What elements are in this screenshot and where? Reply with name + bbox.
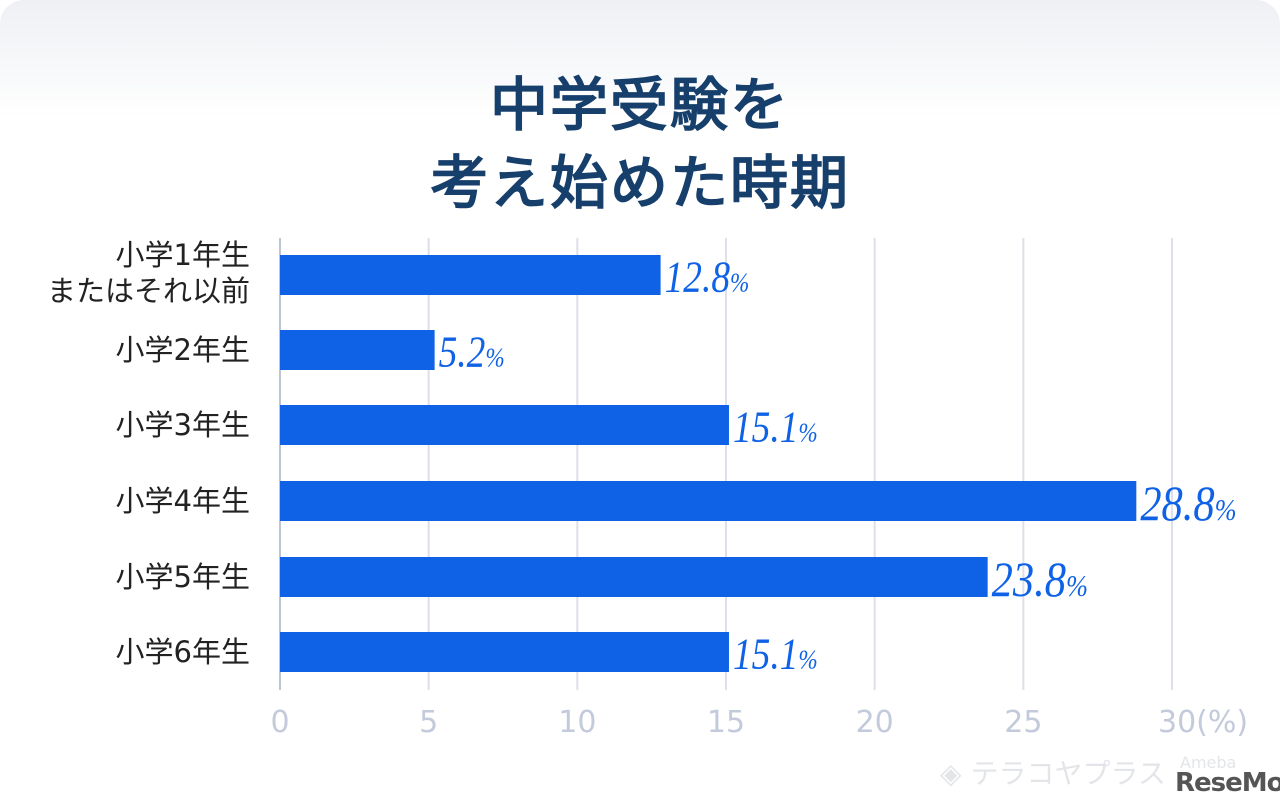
ameba-logo: Ameba bbox=[1180, 753, 1237, 772]
percent-unit: % bbox=[798, 645, 817, 675]
category-label: 小学5年生 bbox=[116, 559, 250, 595]
percent-unit: % bbox=[798, 418, 817, 448]
resemom-logo: ReseMom bbox=[1175, 768, 1280, 798]
data-label: 5.2% bbox=[439, 328, 505, 376]
category-label-line: 小学6年生 bbox=[115, 635, 250, 669]
terakoya-logo: ◈ テラコヤプラス bbox=[940, 757, 1166, 790]
category-label: 小学6年生 bbox=[116, 634, 250, 670]
bar bbox=[280, 557, 988, 597]
chart-title-line-2: 考え始めた時期 bbox=[429, 149, 850, 217]
chart-title-line-1: 中学受験を bbox=[489, 71, 790, 139]
bar bbox=[280, 330, 435, 370]
x-tick-label: 20 bbox=[856, 705, 894, 740]
x-tick-label: 25 bbox=[1004, 705, 1042, 740]
category-label: 小学1年生 またはそれ以前 bbox=[47, 237, 250, 309]
category-label-line: 小学5年生 bbox=[115, 560, 250, 594]
data-label: 28.8% bbox=[1140, 477, 1236, 532]
category-label: 小学4年生 bbox=[116, 483, 250, 519]
category-label: 小学2年生 bbox=[116, 332, 250, 368]
category-label-line: またはそれ以前 bbox=[46, 274, 250, 308]
data-label: 15.1% bbox=[733, 403, 818, 451]
percent-unit: % bbox=[730, 268, 749, 298]
category-label-line: 小学4年生 bbox=[115, 484, 250, 518]
percent-unit: % bbox=[1215, 493, 1237, 527]
x-tick-label: 5 bbox=[419, 705, 438, 740]
x-tick-label: 10 bbox=[558, 705, 596, 740]
percent-unit: % bbox=[485, 343, 504, 373]
data-label: 15.1% bbox=[733, 630, 818, 678]
percent-unit: % bbox=[1066, 569, 1088, 603]
bar bbox=[280, 632, 729, 672]
bar bbox=[280, 255, 661, 295]
bar bbox=[280, 405, 729, 445]
x-tick-label: 15 bbox=[707, 705, 745, 740]
data-label: 23.8% bbox=[992, 553, 1088, 608]
category-label: 小学3年生 bbox=[116, 407, 250, 443]
category-label-line: 小学2年生 bbox=[115, 333, 250, 367]
category-label-line: 小学1年生 bbox=[115, 238, 250, 272]
bar bbox=[280, 481, 1137, 521]
x-tick-label: 30(%) bbox=[1158, 705, 1248, 740]
category-label-line: 小学3年生 bbox=[115, 408, 250, 442]
x-tick-label: 0 bbox=[270, 705, 289, 740]
data-label: 12.8% bbox=[665, 253, 750, 301]
